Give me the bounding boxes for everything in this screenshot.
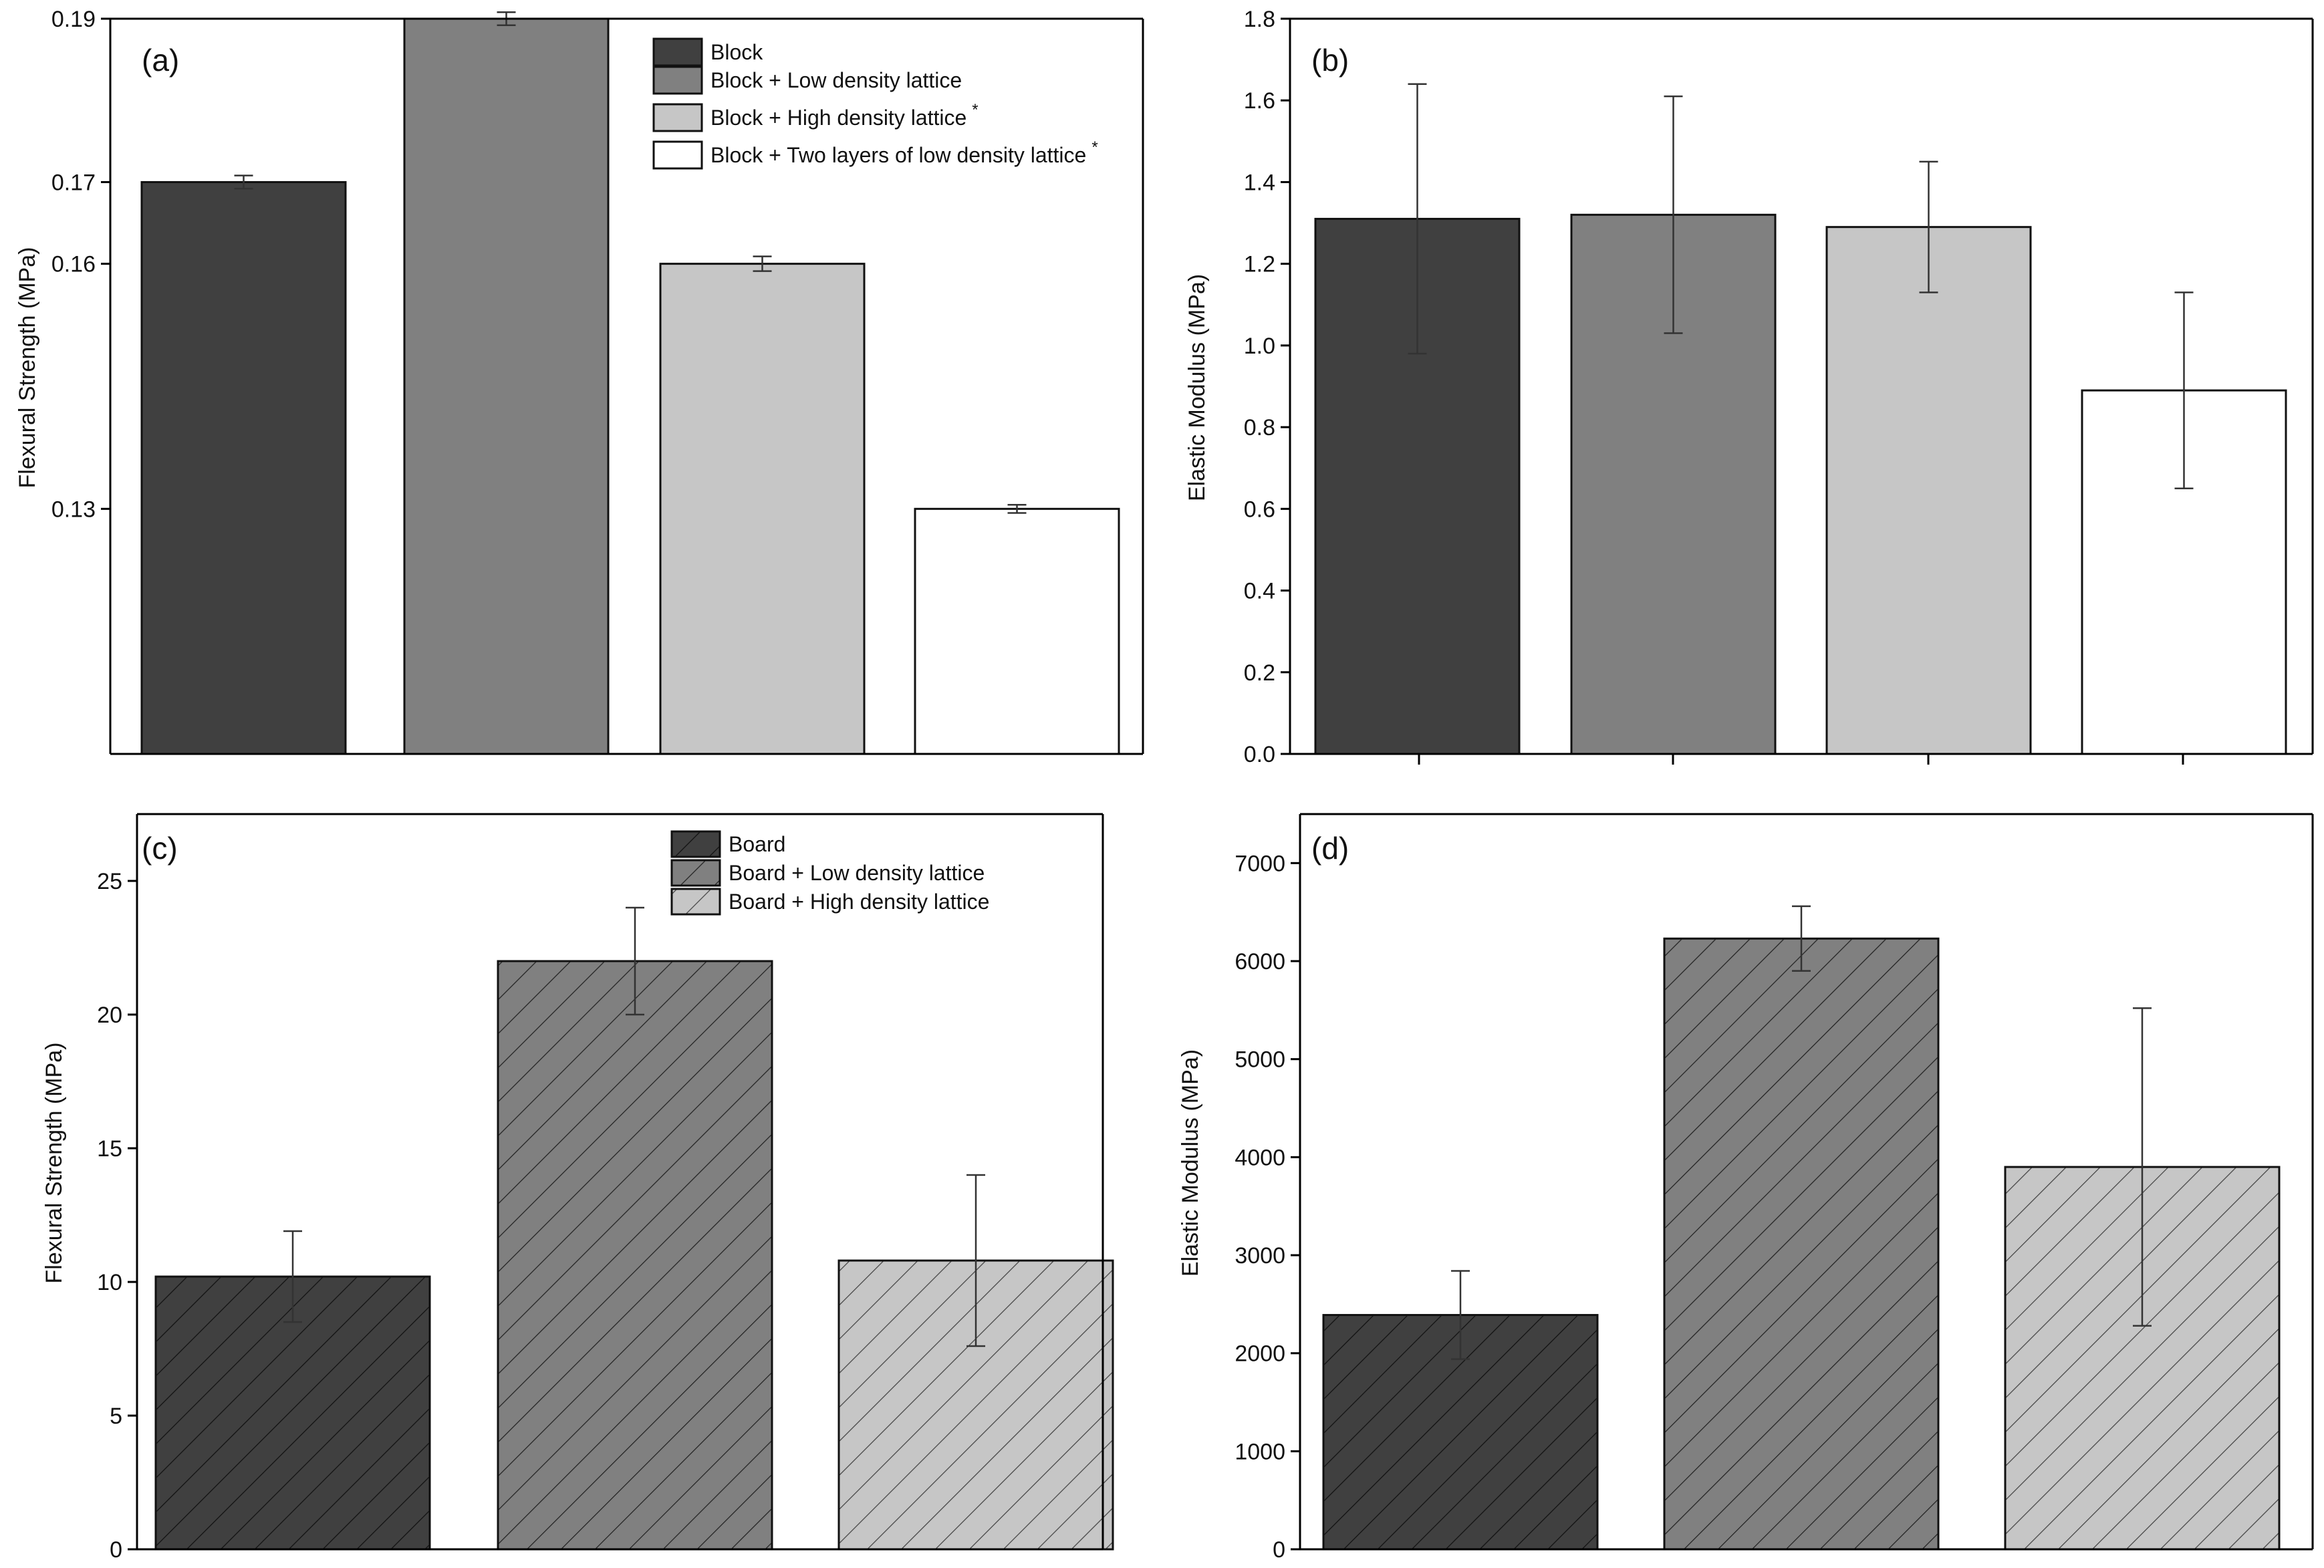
legend-c-swatch-1 (670, 830, 721, 858)
panel-d-bar-2 (1663, 937, 1940, 1551)
panel-a-bar-4 (914, 507, 1120, 755)
panel-c-ytick-label: 0 (110, 1537, 122, 1563)
panel-a: 0.13 0.16 0.17 0.19 (a) Flexural Strength (… (15, 7, 1144, 755)
panel-d-ytick-label: 6000 (1235, 949, 1285, 974)
panel-d-axes: 0 1000 2000 3000 4000 5000 6000 7000 (1235, 813, 2314, 1563)
panel-c-legend: Board Board + Low density lattice Board + … (670, 830, 989, 916)
panel-d-ylabel: Elastic Modulus (MPa) (1178, 1049, 1203, 1277)
legend-a-label-3: Block + High density lattice (711, 106, 966, 130)
legend-a-swatch-1 (652, 37, 703, 67)
panel-c-ytick-label: 25 (97, 869, 122, 894)
panel-a-ylabel: Flexural Strength (MPa) (15, 247, 40, 489)
legend-a-label-2: Block + Low density lattice (711, 68, 962, 92)
panel-a-bar-2 (403, 17, 610, 755)
panel-d-ytick-label: 7000 (1235, 851, 1285, 876)
panel-b-ytick-label: 1.6 (1244, 88, 1275, 114)
legend-c-label-2: Board + Low density lattice (729, 861, 985, 885)
panel-b-ytick-label: 1.2 (1244, 252, 1275, 277)
panel-b-ytick-label: 0.0 (1244, 742, 1275, 767)
panel-b: 0.0 0.2 0.4 0.6 0.8 1.0 1.2 1.4 1.6 1.8 (b) Elast… (1184, 7, 2314, 767)
panel-d-ytick-label: 0 (1273, 1537, 1285, 1563)
legend-c-swatch-2 (670, 859, 721, 887)
panel-d-ytick-label: 5000 (1235, 1047, 1285, 1073)
panel-b-ytick-label: 1.0 (1244, 334, 1275, 359)
panel-a-ytick-label: 0.17 (51, 170, 96, 195)
panel-c-axes: 0 5 10 15 20 25 (97, 813, 1104, 1563)
panel-c-ylabel: Flexural Strength (MPa) (41, 1043, 67, 1284)
panel-c-ytick-label: 15 (97, 1136, 122, 1162)
panel-c-bars (154, 960, 1114, 1551)
panel-c: 0 5 10 15 20 25 (c) Flexural Strength (MPa) B… (41, 813, 1114, 1563)
panel-c-errorbars (283, 906, 985, 1347)
panel-a-axes: 0.13 0.16 0.17 0.19 (51, 7, 1144, 755)
panel-b-ytick-label: 1.8 (1244, 7, 1275, 32)
panel-b-bar-3 (1825, 226, 2032, 755)
panel-b-bars (1314, 213, 2287, 755)
panel-d: 0 1000 2000 3000 4000 5000 6000 7000 (d) Elasti… (1178, 813, 2314, 1563)
legend-a-label-4: Block + Two layers of low density lattic… (711, 143, 1086, 167)
panel-c-bar-2 (497, 960, 773, 1551)
panel-a-legend: Block Block + Low density lattice Block + … (652, 37, 1098, 170)
legend-a-star-3: * (972, 101, 978, 119)
panel-b-ylabel: Elastic Modulus (MPa) (1184, 274, 1210, 501)
panel-c-ytick-label: 5 (110, 1404, 122, 1429)
panel-b-errorbars (1408, 83, 2194, 490)
legend-a-label-1: Block (711, 40, 763, 64)
panel-d-label: (d) (1311, 831, 1349, 866)
panel-d-bars (1322, 937, 2281, 1551)
panel-b-axes: 0.0 0.2 0.4 0.6 0.8 1.0 1.2 1.4 1.6 1.8 (1244, 7, 2314, 767)
panel-d-ytick-label: 3000 (1235, 1243, 1285, 1269)
panel-a-ytick-label: 0.19 (51, 7, 96, 32)
panel-a-ytick-label: 0.16 (51, 252, 96, 277)
panel-b-label: (b) (1311, 43, 1349, 78)
panel-c-ytick-label: 20 (97, 1003, 122, 1028)
panel-d-ytick-label: 1000 (1235, 1439, 1285, 1464)
panel-a-bars (140, 17, 1120, 755)
panel-b-ytick-label: 0.8 (1244, 415, 1275, 440)
panel-b-ytick-label: 0.4 (1244, 579, 1275, 604)
panel-d-errorbars (1451, 905, 2152, 1360)
legend-a-swatch-4 (652, 140, 703, 170)
legend-a-swatch-3 (652, 103, 703, 132)
panel-a-bar-3 (659, 263, 866, 755)
panel-b-ytick-label: 0.2 (1244, 660, 1275, 686)
legend-c-swatch-3 (670, 888, 721, 916)
panel-c-label: (c) (142, 831, 178, 866)
legend-c-label-1: Board (729, 832, 785, 856)
panel-a-bar-1 (140, 180, 347, 755)
legend-c-label-3: Board + High density lattice (729, 890, 989, 914)
legend-a-swatch-2 (652, 66, 703, 95)
panel-c-ytick-label: 10 (97, 1270, 122, 1295)
panel-a-label: (a) (142, 43, 179, 78)
panel-b-ytick-label: 1.4 (1244, 170, 1275, 195)
panel-d-ytick-label: 4000 (1235, 1145, 1285, 1170)
legend-a-star-4: * (1091, 138, 1098, 156)
panel-a-ytick-label: 0.13 (51, 497, 96, 522)
panel-b-ytick-label: 0.6 (1244, 497, 1275, 522)
panel-a-errorbars (234, 11, 1027, 514)
panel-d-ytick-label: 2000 (1235, 1341, 1285, 1367)
